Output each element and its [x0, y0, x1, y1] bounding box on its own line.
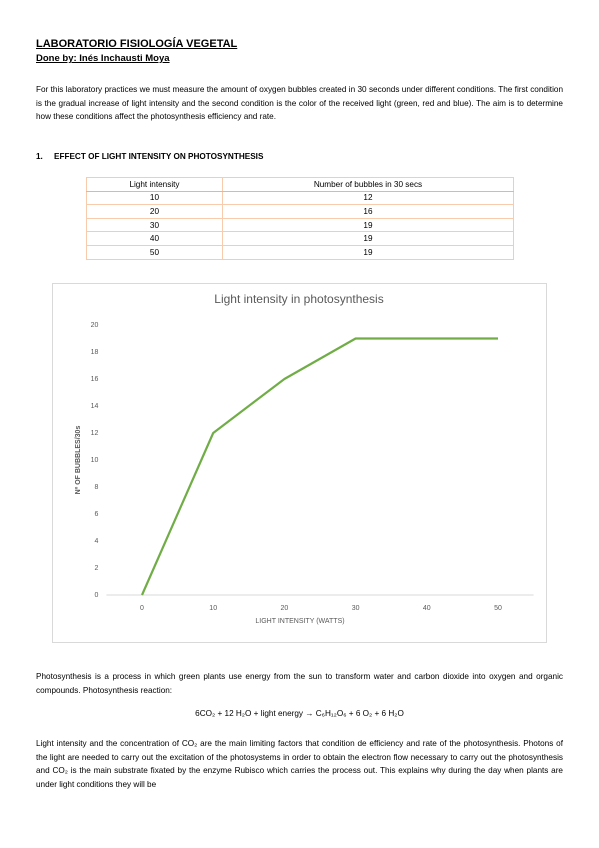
x-tick-label: 0	[140, 605, 144, 612]
table-row: Light intensity Number of bubbles in 30 s…	[86, 177, 515, 192]
table-cell: 19	[221, 231, 515, 246]
data-line	[140, 337, 498, 596]
table-row: 40 19	[86, 231, 515, 246]
table-row: 50 19	[86, 244, 515, 260]
table-cell: 30	[86, 217, 223, 233]
table-cell: 40	[86, 231, 223, 246]
table-cell: 10	[86, 190, 223, 206]
y-axis-title: Nº OF BUBBLES/30s	[75, 426, 82, 495]
equation: 6CO₂ + 12 H₂O + light energy → C₆H₁₂O₆ +…	[195, 709, 404, 718]
y-tick-label: 6	[94, 511, 98, 518]
y-tick-label: 2	[94, 565, 98, 572]
table-row: 20 16	[86, 204, 515, 219]
table-row: 30 19	[86, 217, 515, 233]
table-cell: Light intensity	[86, 177, 223, 192]
paragraph: Light intensity and the concentration of…	[36, 739, 563, 789]
x-tick-label: 40	[423, 605, 431, 612]
intro: For this laboratory practices we must me…	[36, 85, 563, 122]
x-tick-label: 20	[281, 605, 289, 612]
table-row: 10 12	[86, 190, 515, 206]
table-cell: 19	[221, 244, 515, 260]
data-table: Light intensity Number of bubbles in 30 s…	[86, 177, 515, 260]
section-number: 1.	[36, 152, 43, 161]
x-tick-label: 10	[209, 605, 217, 612]
y-tick-label: 4	[94, 538, 98, 545]
doc-title: LABORATORIO FISIOLOGÍA VEGETAL	[36, 38, 238, 50]
y-tick-label: 0	[94, 592, 98, 599]
x-tick-label: 30	[352, 605, 360, 612]
chart-frame	[52, 283, 547, 643]
table-cell: 20	[86, 204, 223, 219]
section-heading: 1. EFFECT OF LIGHT INTENSITY ON PHOTOSYNT…	[36, 152, 263, 161]
table-cell: 12	[221, 190, 515, 206]
section-title: EFFECT OF LIGHT INTENSITY ON PHOTOSYNTHE…	[54, 152, 264, 161]
author: Done by: Inés Inchausti Moya	[36, 53, 170, 64]
x-tick-label: 50	[494, 605, 502, 612]
y-tick-label: 14	[91, 403, 99, 410]
chart: Light intensity in photosynthesis LIGHT …	[52, 283, 547, 643]
paragraph: Photosynthesis is a process in which gre…	[36, 672, 563, 695]
y-tick-label: 16	[91, 376, 99, 383]
chart-title: Light intensity in photosynthesis	[214, 292, 383, 306]
y-tick-label: 20	[91, 322, 99, 329]
table-cell: 16	[221, 204, 515, 219]
y-tick-label: 8	[94, 484, 98, 491]
table-cell: 50	[86, 244, 223, 260]
x-axis-title: LIGHT INTENSITY (WATTS)	[255, 618, 344, 625]
y-tick-label: 12	[91, 430, 99, 437]
table-cell: Number of bubbles in 30 secs	[221, 177, 515, 192]
y-tick-label: 18	[91, 349, 99, 356]
y-tick-label: 10	[91, 457, 99, 464]
table-cell: 19	[221, 217, 515, 233]
